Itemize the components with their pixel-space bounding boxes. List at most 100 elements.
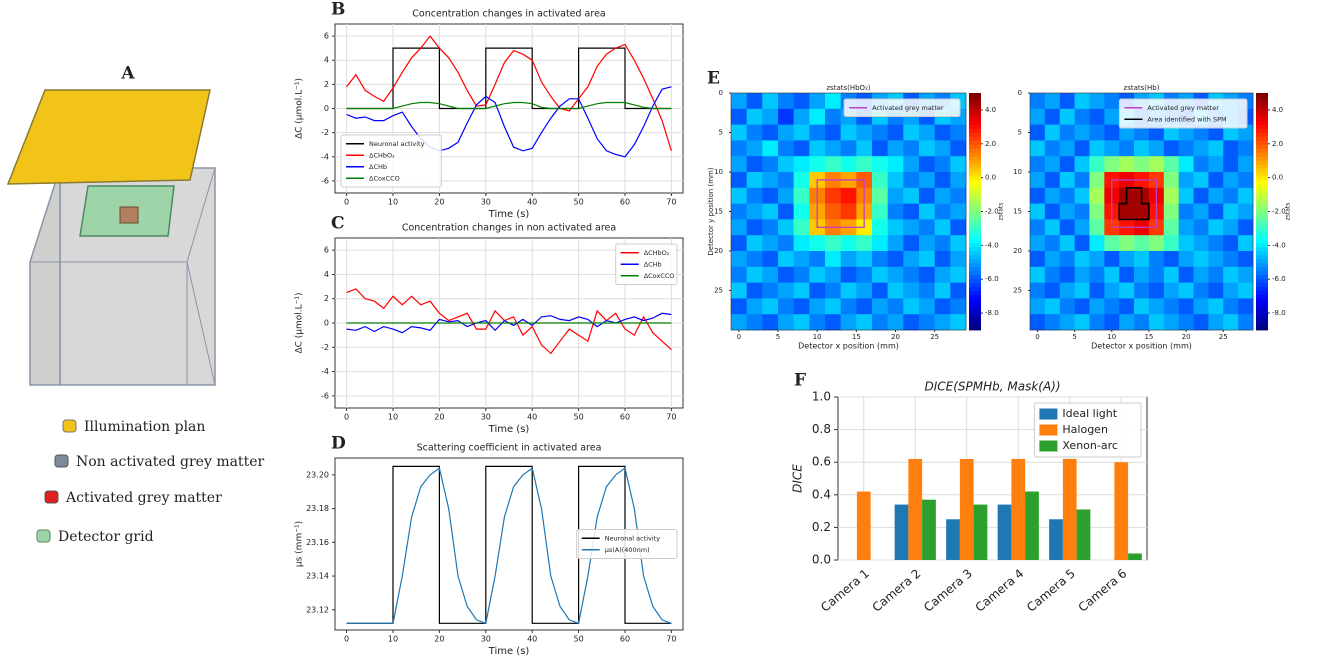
- colorbar-step: [969, 270, 981, 276]
- heatmap-cell: [809, 235, 826, 252]
- x-tick-label: Camera 5: [1024, 566, 1078, 614]
- heatmap-cell: [1089, 251, 1105, 268]
- heatmap-cell: [1178, 282, 1194, 299]
- heatmap-cell: [1030, 124, 1046, 141]
- bar: [1049, 519, 1063, 560]
- heatmap-cell: [731, 203, 747, 220]
- heatmap-cell: [1044, 187, 1061, 204]
- heatmap-cell: [1030, 314, 1046, 331]
- heatmap-cell: [793, 235, 810, 252]
- colorbar-step: [1256, 258, 1268, 264]
- panel-label: A: [120, 64, 135, 84]
- colorbar-step: [1256, 175, 1268, 181]
- colorbar-tick-label: 2.0: [1272, 140, 1283, 148]
- heatmap-cell: [903, 156, 920, 173]
- legend-label: Activated grey matter: [65, 490, 222, 506]
- colorbar-step: [969, 282, 981, 287]
- heatmap-cell: [950, 124, 967, 141]
- heatmap-cell: [1178, 314, 1194, 331]
- heatmap-cell: [1089, 172, 1105, 189]
- heatmap-cell: [903, 282, 920, 299]
- heatmap-cell: [1059, 108, 1075, 125]
- series-line: [346, 35, 672, 151]
- colorbar-step: [969, 266, 981, 272]
- y-tick-label: 0: [324, 104, 329, 113]
- heatmap-cell: [919, 298, 935, 315]
- colorbar-step: [1256, 274, 1268, 280]
- x-tick-label: 60: [620, 635, 630, 644]
- heatmap-cell: [872, 251, 888, 268]
- colorbar-step: [1256, 290, 1268, 295]
- heatmap-cell: [919, 314, 935, 331]
- colorbar-step: [1256, 152, 1268, 157]
- heatmap-cell: [1074, 108, 1090, 125]
- heatmap-cell: [903, 172, 920, 189]
- colorbar-step: [1256, 239, 1268, 244]
- colorbar-step: [969, 290, 981, 295]
- colorbar-step: [1256, 124, 1268, 129]
- legend-label: Non activated grey matter: [76, 454, 264, 470]
- heatmap-cell: [903, 235, 920, 252]
- y-tick-label: 0: [1018, 89, 1022, 97]
- x-tick-label: Camera 6: [1076, 566, 1130, 614]
- bar: [908, 458, 923, 560]
- colorbar-step: [1256, 203, 1268, 208]
- colorbar-step: [969, 128, 981, 133]
- colorbar-step: [1256, 100, 1268, 106]
- heatmap-cell: [1193, 203, 1209, 220]
- x-tick-label: 10: [388, 198, 398, 207]
- colorbar-step: [1256, 314, 1268, 319]
- heatmap-cell: [1089, 93, 1105, 110]
- heatmap-cell: [1074, 298, 1090, 315]
- colorbar-step: [1256, 262, 1268, 268]
- heatmap-cell: [731, 93, 747, 110]
- y-tick-label: 0: [719, 89, 723, 97]
- heatmap-cell: [762, 266, 779, 283]
- heatmap-cell: [1119, 251, 1135, 268]
- heatmap-cell: [778, 187, 794, 204]
- y-tick-label: 2: [324, 80, 329, 89]
- heatmap-cell: [872, 314, 888, 331]
- heatmap-cell: [1089, 314, 1105, 331]
- bar: [1062, 458, 1077, 560]
- heatmap-cell: [1148, 156, 1165, 173]
- y-tick-label: 1.0: [812, 390, 831, 404]
- y-tick-label: 23.18: [306, 504, 329, 513]
- legend-label: Activated grey matter: [872, 104, 944, 112]
- colorbar-step: [969, 211, 981, 216]
- legend-label: Neuronal activity: [605, 534, 661, 542]
- heatmap-cell: [887, 203, 904, 220]
- colorbar-step: [969, 294, 981, 299]
- heatmap-cell: [1044, 140, 1061, 157]
- heatmap-cell: [1238, 187, 1254, 204]
- heatmap-cell: [1178, 140, 1194, 157]
- x-tick-label: 30: [481, 198, 491, 207]
- heatmap-cell: [793, 172, 810, 189]
- legend-label: ΔCHb: [369, 163, 387, 171]
- heatmap-cell: [1238, 203, 1254, 220]
- colorbar-step: [969, 116, 981, 122]
- legend-box: [615, 243, 678, 285]
- bar: [922, 499, 936, 560]
- heatmap-cell: [1193, 140, 1209, 157]
- x-tick-label: 70: [666, 635, 676, 644]
- heatmap-cell: [903, 124, 920, 141]
- legend-box: [576, 529, 678, 559]
- heatmap-cell: [1223, 266, 1239, 283]
- x-tick-label: Camera 4: [973, 566, 1027, 614]
- heatmap-cell: [1134, 140, 1150, 157]
- heatmap-cell: [950, 298, 967, 315]
- heatmap-cell: [919, 203, 935, 220]
- heatmap-cell: [1208, 298, 1224, 315]
- y-tick-label: 6: [324, 32, 329, 41]
- colorbar-step: [1256, 136, 1268, 141]
- heatmap-cell: [1238, 172, 1254, 189]
- heatmap-cell: [1193, 235, 1209, 252]
- heatmap-cell: [934, 251, 951, 268]
- heatmap-cell: [1044, 298, 1061, 315]
- heatmap-cell: [731, 251, 747, 268]
- x-tick-label: 10: [813, 333, 822, 341]
- heatmap-cell: [872, 156, 888, 173]
- heatmap-cell: [1030, 187, 1046, 204]
